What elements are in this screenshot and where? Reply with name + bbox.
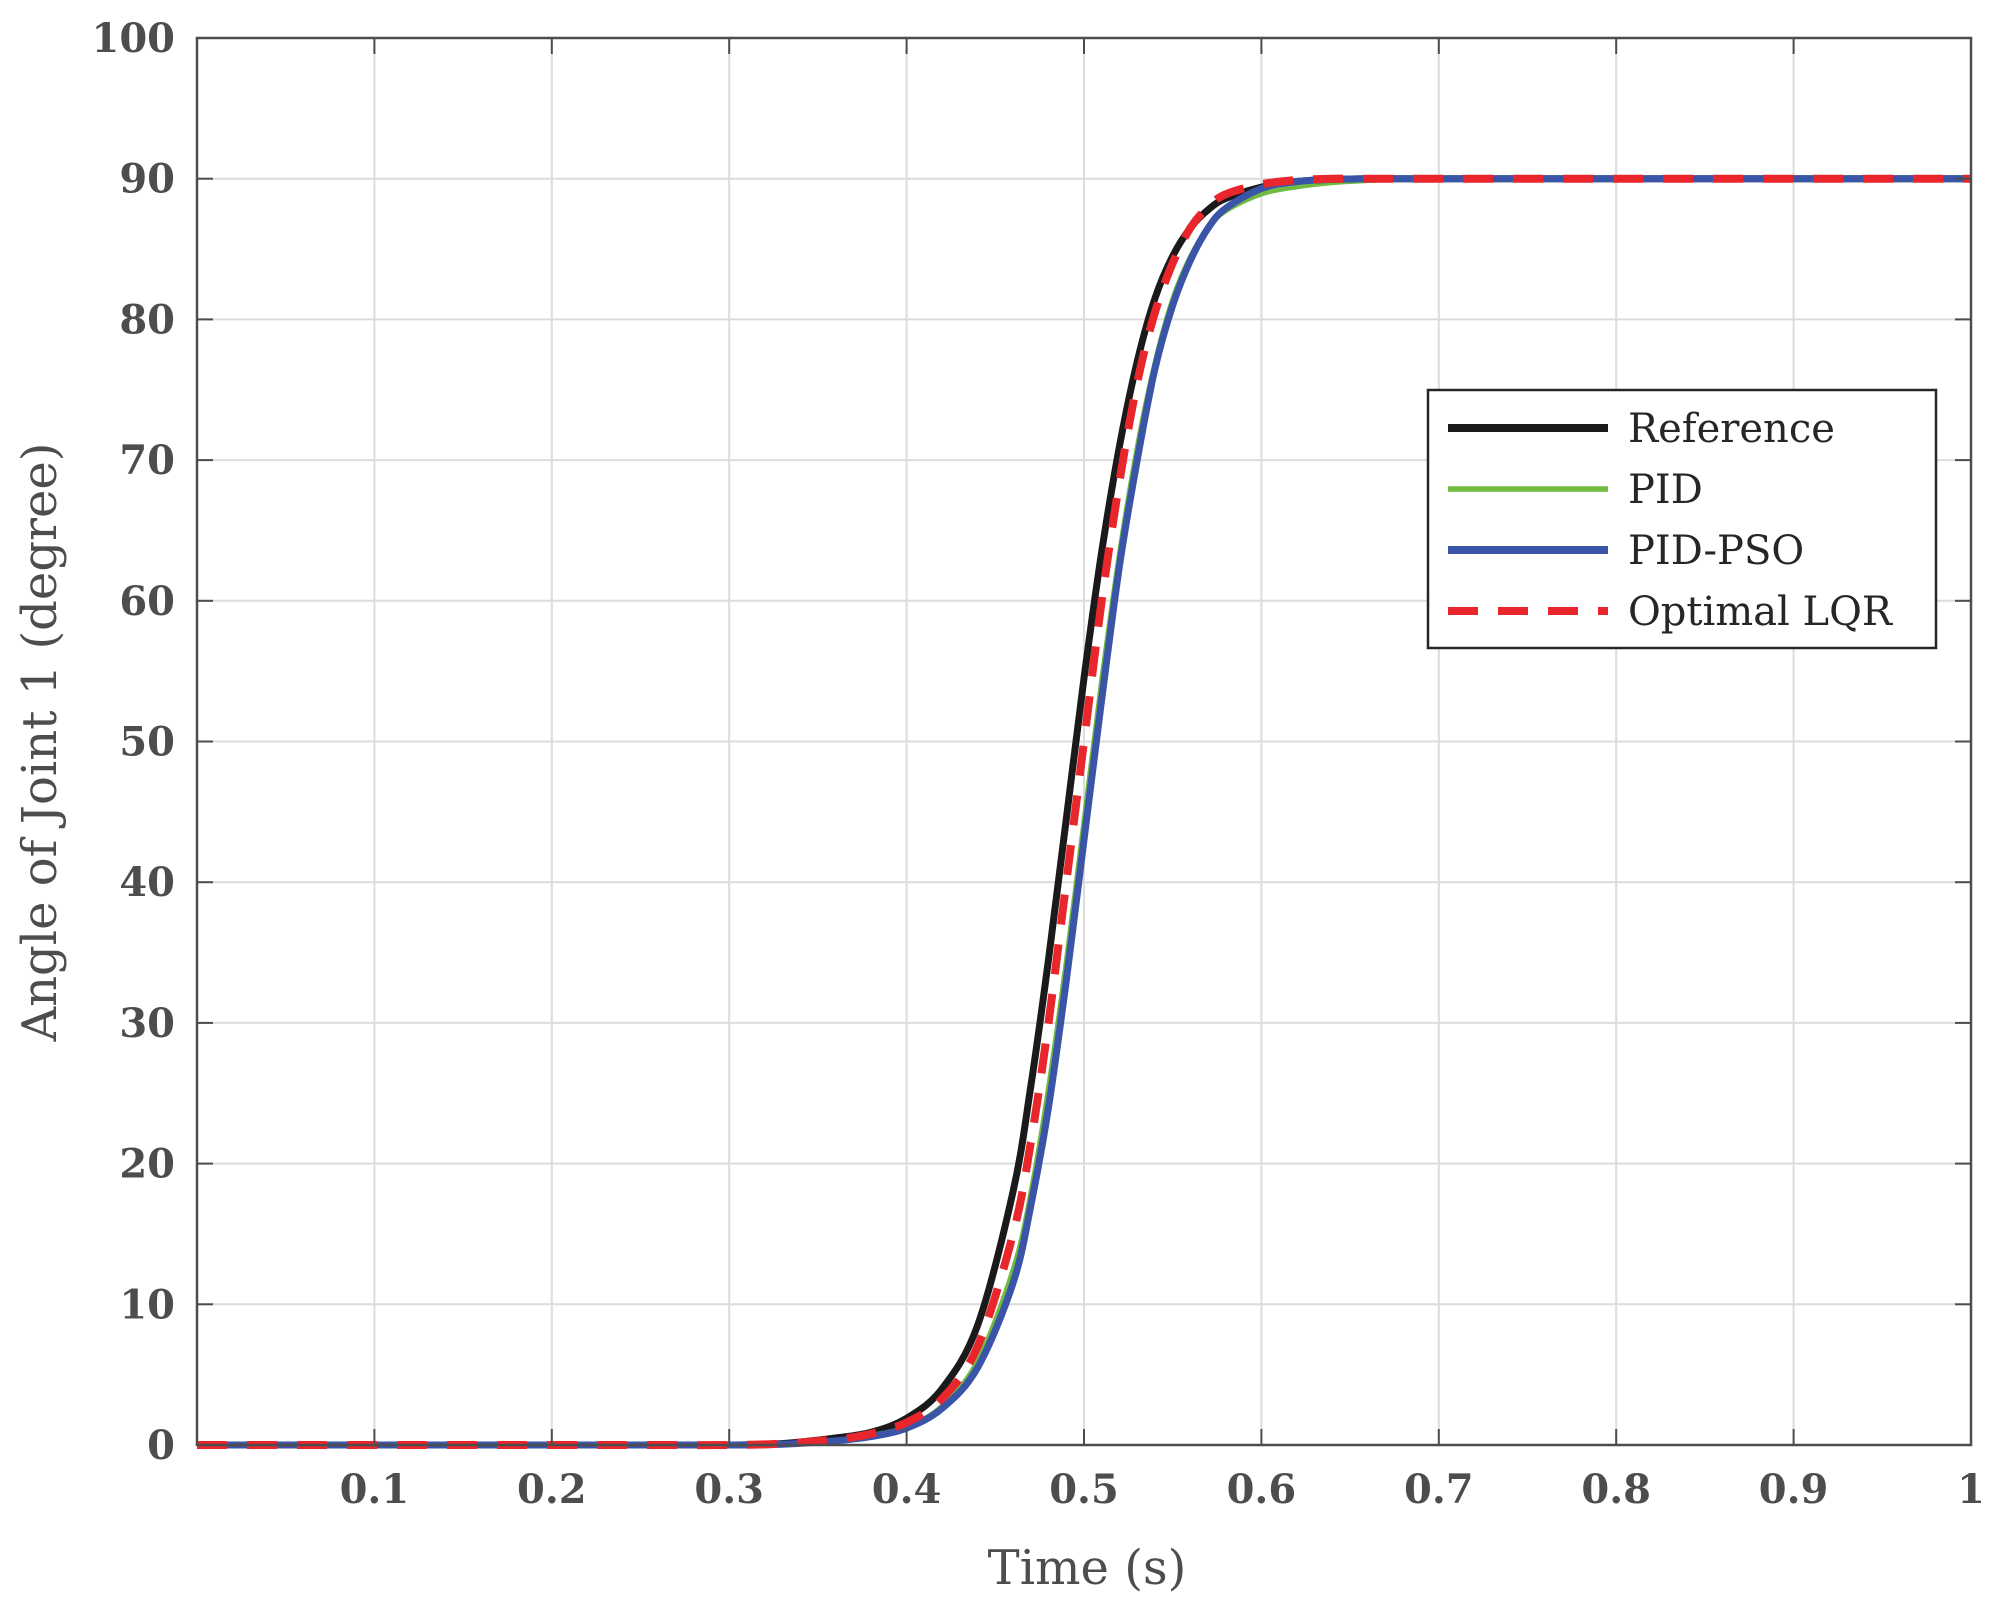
x-tick-label: 0.2 [517, 1466, 587, 1513]
y-tick-label: 80 [119, 296, 175, 343]
legend-label-pid: PID [1628, 467, 1703, 513]
x-tick-label: 0.9 [1759, 1466, 1829, 1513]
legend-label-optimal-lqr: Optimal LQR [1628, 589, 1894, 635]
x-tick-label: 0.6 [1227, 1466, 1297, 1513]
x-axis-title: Time (s) [988, 1540, 1187, 1596]
ticks [197, 37, 1972, 1446]
x-tick-label: 0.4 [872, 1466, 942, 1513]
y-tick-label: 90 [119, 156, 175, 203]
x-tick-label: 0.8 [1581, 1466, 1651, 1513]
x-tick-label: 0.5 [1049, 1466, 1119, 1513]
legend-box [1426, 388, 1938, 650]
y-tick-label: 70 [119, 437, 175, 484]
y-tick-label: 30 [119, 1000, 175, 1047]
y-tick-label: 50 [119, 719, 175, 766]
y-tick-label: 0 [147, 1422, 175, 1469]
y-tick-label: 100 [92, 15, 176, 62]
y-axis-title: Angle of Joint 1 (degree) [12, 442, 68, 1042]
y-tick-label: 60 [119, 578, 175, 625]
x-tick-label: 0.1 [340, 1466, 410, 1513]
legend: Reference PID PID-PSO Optimal LQR [1426, 388, 1938, 650]
x-tick-label: 1 [1957, 1466, 1985, 1513]
legend-label-reference: Reference [1628, 406, 1835, 452]
x-tick-label: 0.3 [694, 1466, 764, 1513]
y-tick-label: 10 [119, 1281, 175, 1328]
y-tick-label: 20 [119, 1141, 175, 1188]
y-tick-label: 40 [119, 859, 175, 906]
legend-label-pid-pso: PID-PSO [1628, 528, 1804, 574]
x-tick-label: 0.7 [1404, 1466, 1474, 1513]
tick-labels: 0.1 0.2 0.3 0.4 0.5 0.6 0.7 0.8 0.9 1010203040506… [92, 15, 1985, 1513]
